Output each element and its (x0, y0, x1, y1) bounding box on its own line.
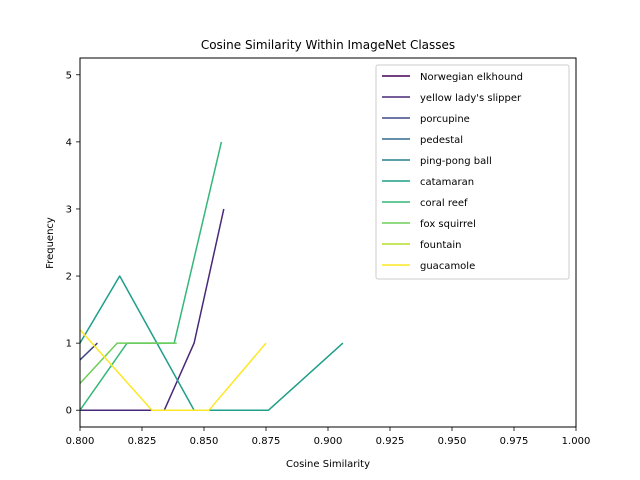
series-line-yellow-lady-s-slipper (80, 208, 225, 411)
x-axis-label: Cosine Similarity (286, 459, 370, 470)
x-tick-label: 0.925 (376, 436, 405, 447)
legend-box (375, 64, 570, 280)
y-tick-label: 4 (66, 137, 72, 148)
y-tick-label: 1 (66, 339, 72, 350)
legend-label: yellow lady's slipper (420, 93, 522, 104)
x-tick-label: 0.825 (128, 436, 157, 447)
x-tick-label: 1.000 (562, 436, 591, 447)
series-layer (80, 141, 344, 411)
y-tick-label: 0 (66, 406, 72, 417)
series-line-fox-squirrel (80, 342, 177, 384)
legend-label: porcupine (420, 114, 470, 125)
legend-label: pedestal (420, 135, 463, 146)
y-axis: 0 1 2 3 4 5 (66, 70, 80, 417)
legend: Norwegian elkhound yellow lady's slipper p… (375, 64, 570, 280)
y-tick-label: 3 (66, 204, 72, 215)
series-line-guacamole (80, 329, 267, 411)
y-axis-label: Frequency (45, 217, 56, 269)
legend-label: Norwegian elkhound (420, 72, 523, 83)
legend-label: fountain (420, 240, 461, 251)
legend-label: fox squirrel (420, 219, 476, 230)
x-tick-label: 0.800 (66, 436, 95, 447)
chart-title: Cosine Similarity Within ImageNet Classe… (201, 38, 455, 52)
x-tick-label: 0.875 (252, 436, 281, 447)
y-tick-label: 5 (66, 70, 72, 81)
x-tick-label: 0.850 (190, 436, 219, 447)
legend-label: coral reef (420, 198, 468, 209)
legend-label: catamaran (420, 177, 474, 188)
y-tick-label: 2 (66, 272, 72, 283)
legend-label: ping-pong ball (420, 156, 492, 167)
x-tick-label: 0.975 (500, 436, 529, 447)
x-tick-label: 0.950 (438, 436, 467, 447)
x-axis: 0.800 0.825 0.850 0.875 0.900 0.925 0.950 0.975… (66, 427, 591, 447)
legend-label: guacamole (420, 261, 475, 272)
x-tick-label: 0.900 (314, 436, 343, 447)
